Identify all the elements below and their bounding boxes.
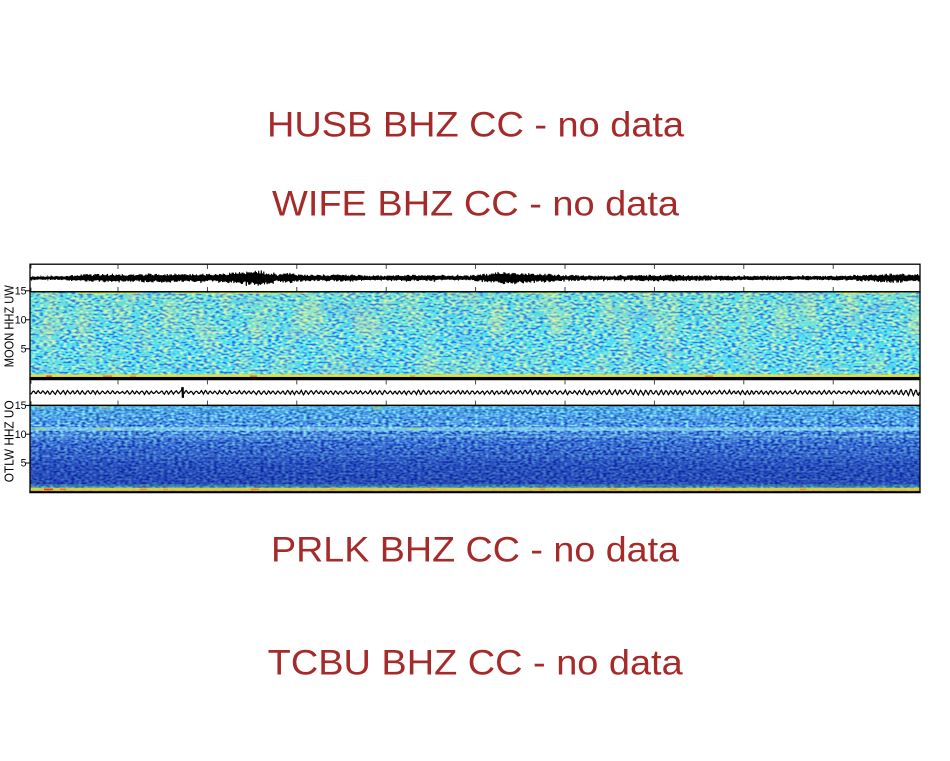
- svg-text:PRLK BHZ CC - no data: PRLK BHZ CC - no data: [271, 530, 679, 569]
- svg-text:TCBU BHZ CC - no data: TCBU BHZ CC - no data: [268, 644, 683, 683]
- svg-text:15: 15: [15, 400, 27, 412]
- svg-text:OTLW HHZ UO: OTLW HHZ UO: [2, 400, 17, 482]
- svg-text:WIFE BHZ CC - no data: WIFE BHZ CC - no data: [272, 184, 679, 223]
- svg-text:MOON HHZ UW: MOON HHZ UW: [2, 285, 17, 368]
- svg-text:5: 5: [21, 343, 27, 355]
- svg-text:5: 5: [21, 458, 27, 470]
- svg-text:10: 10: [15, 429, 27, 441]
- svg-text:HUSB BHZ CC - no data: HUSB BHZ CC - no data: [267, 106, 684, 145]
- svg-text:10: 10: [15, 315, 27, 327]
- svg-text:15: 15: [15, 286, 27, 298]
